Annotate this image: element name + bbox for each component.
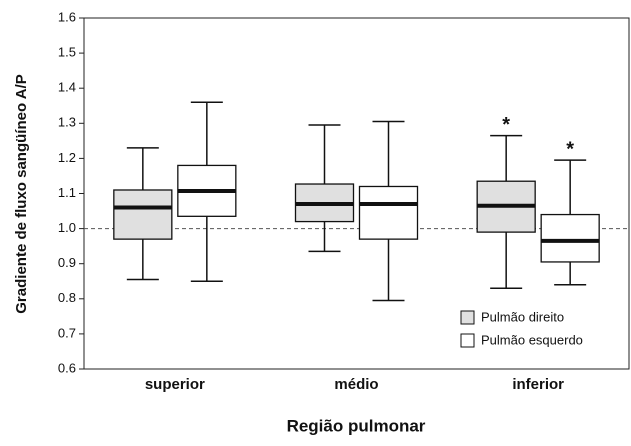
box xyxy=(358,185,419,240)
significance-marker: * xyxy=(566,138,574,160)
legend-label: Pulmão esquerdo xyxy=(481,332,583,347)
y-tick-label: 1.6 xyxy=(58,9,76,24)
x-tick-label: superior xyxy=(145,376,205,393)
y-tick-label: 0.9 xyxy=(58,255,76,270)
y-tick-label: 1.3 xyxy=(58,115,76,130)
y-tick-label: 1.0 xyxy=(58,220,76,235)
y-tick-label: 1.4 xyxy=(58,80,76,95)
y-tick-label: 0.8 xyxy=(58,290,76,305)
y-tick-label: 1.2 xyxy=(58,150,76,165)
legend-swatch xyxy=(460,310,475,325)
y-tick-label: 1.5 xyxy=(58,45,76,60)
y-tick-label: 0.6 xyxy=(58,360,76,375)
y-axis-title: Gradiente de fluxo sangüíneo A/P xyxy=(13,74,30,313)
legend-label: Pulmão direito xyxy=(481,309,564,324)
x-tick-label: inferior xyxy=(512,376,564,393)
legend-swatch xyxy=(460,333,475,348)
box xyxy=(113,189,173,240)
box xyxy=(540,213,600,263)
y-tick-label: 0.7 xyxy=(58,325,76,340)
significance-marker: * xyxy=(502,114,510,136)
x-axis-title: Região pulmonar xyxy=(287,416,426,435)
y-tick-label: 1.1 xyxy=(58,185,76,200)
x-tick-label: médio xyxy=(334,376,378,393)
